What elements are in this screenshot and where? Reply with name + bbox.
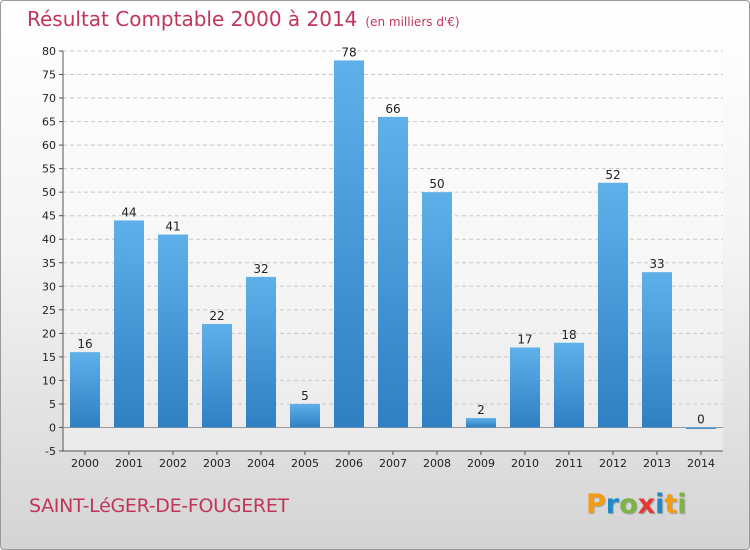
bar-2014 (686, 427, 716, 429)
data-label-2001: 44 (121, 205, 136, 219)
y-tick-label: 70 (42, 92, 56, 105)
y-tick-label: -5 (45, 445, 56, 458)
data-label-2012: 52 (605, 168, 620, 182)
x-tick-label-2008: 2008 (423, 457, 451, 470)
x-tick-label-2004: 2004 (247, 457, 275, 470)
x-tick-label-2005: 2005 (291, 457, 319, 470)
x-tick-label-2014: 2014 (687, 457, 715, 470)
y-tick-label: 75 (42, 69, 56, 82)
chart-title-text: Résultat Comptable 2000 à 2014 (27, 7, 358, 31)
x-tick-label-2011: 2011 (555, 457, 583, 470)
data-label-2014: 0 (697, 412, 705, 426)
data-label-2013: 33 (649, 257, 664, 271)
y-tick-label: 10 (42, 374, 56, 387)
logo-letter: t (664, 489, 678, 520)
y-tick-label: 60 (42, 139, 56, 152)
x-tick-label-2000: 2000 (71, 457, 99, 470)
logo-letter: P (586, 489, 606, 520)
bar-2001 (114, 220, 144, 428)
bar-2006 (334, 60, 364, 428)
bar-2013 (642, 272, 672, 428)
bar-2000 (70, 352, 100, 428)
proxiti-logo[interactable]: Proxiti (586, 489, 687, 520)
x-tick-label-2010: 2010 (511, 457, 539, 470)
data-label-2002: 41 (165, 220, 180, 234)
x-tick-label-2006: 2006 (335, 457, 363, 470)
bar-2005 (290, 403, 320, 428)
x-tick-label-2002: 2002 (159, 457, 187, 470)
data-label-2006: 78 (341, 45, 356, 59)
x-tick-label-2009: 2009 (467, 457, 495, 470)
logo-letter: i (655, 489, 665, 520)
bar-2012 (598, 182, 628, 428)
data-label-2011: 18 (561, 328, 576, 342)
y-tick-label: 65 (42, 116, 56, 129)
y-tick-label: 20 (42, 327, 56, 340)
bar-2009 (466, 418, 496, 428)
bar-2010 (510, 347, 540, 428)
data-label-2000: 16 (77, 337, 92, 351)
y-tick-label: 35 (42, 257, 56, 270)
data-label-2003: 22 (209, 309, 224, 323)
logo-letter: x (637, 489, 656, 520)
y-tick-label: 50 (42, 186, 56, 199)
chart-title: Résultat Comptable 2000 à 2014 (en millie… (27, 7, 460, 31)
x-tick-label-2013: 2013 (643, 457, 671, 470)
data-label-2010: 17 (517, 332, 532, 346)
x-tick-label-2003: 2003 (203, 457, 231, 470)
bar-2004 (246, 276, 276, 428)
bar-2007 (378, 116, 408, 428)
data-label-2008: 50 (429, 177, 444, 191)
chart-subtitle: (en milliers d'€) (365, 15, 460, 29)
data-label-2004: 32 (253, 262, 268, 276)
y-tick-label: 45 (42, 210, 56, 223)
y-tick-label: 5 (49, 398, 56, 411)
data-label-2009: 2 (477, 403, 485, 417)
logo-letter: o (619, 489, 638, 520)
data-label-2005: 5 (301, 389, 309, 403)
x-tick-label-2007: 2007 (379, 457, 407, 470)
y-tick-label: 0 (49, 421, 56, 434)
bar-2008 (422, 192, 452, 428)
x-tick-label-2012: 2012 (599, 457, 627, 470)
y-tick-label: 40 (42, 233, 56, 246)
y-tick-label: 25 (42, 304, 56, 317)
bar-2002 (158, 234, 188, 428)
x-tick-label-2001: 2001 (115, 457, 143, 470)
bar-2011 (554, 342, 584, 428)
y-tick-label: 55 (42, 163, 56, 176)
logo-letter: i (677, 489, 687, 520)
y-tick-label: 15 (42, 351, 56, 364)
y-tick-label: 80 (42, 45, 56, 58)
logo-letter: r (605, 489, 620, 520)
bar-2003 (202, 323, 232, 428)
commune-name: SAINT-LéGER-DE-FOUGERET (29, 495, 289, 517)
data-label-2007: 66 (385, 102, 400, 116)
y-tick-label: 30 (42, 280, 56, 293)
